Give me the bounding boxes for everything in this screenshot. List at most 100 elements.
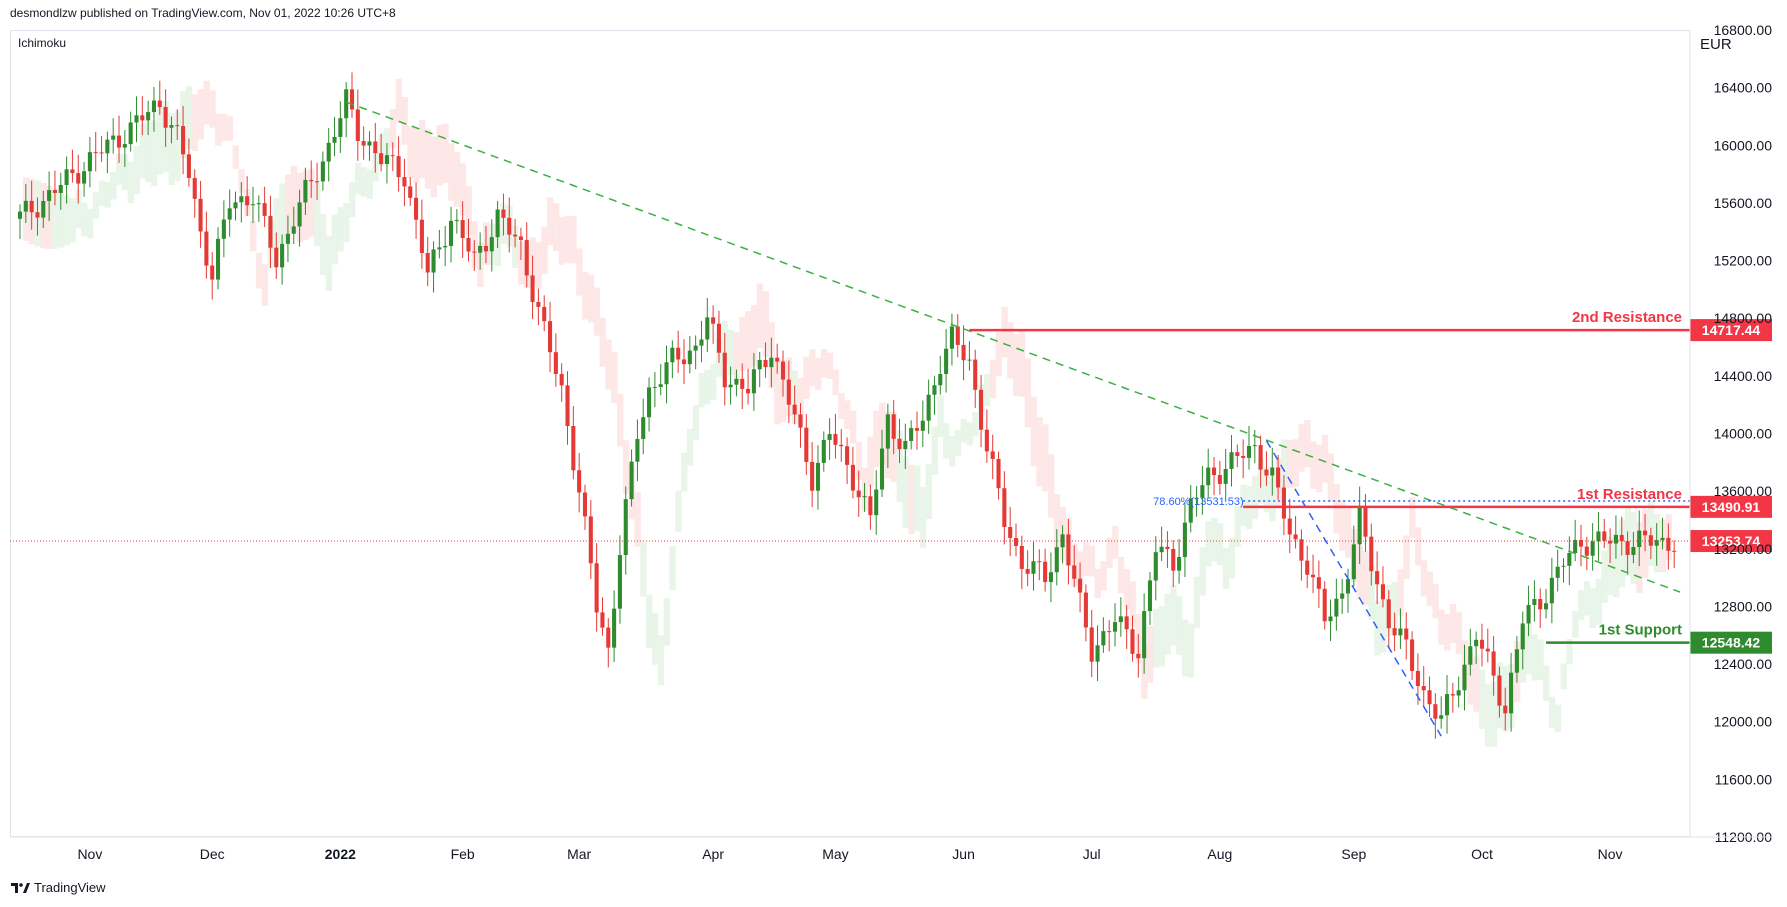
ichimoku-cloud-segment	[855, 441, 863, 480]
ichimoku-cloud-segment	[220, 113, 228, 141]
price-chart[interactable]: 78.60%(13531.53) 2nd Resistance14717.441…	[0, 0, 1787, 870]
ichimoku-cloud-segment	[774, 359, 781, 425]
candle-body	[647, 387, 652, 418]
candle-body	[1672, 550, 1677, 552]
candle-body	[588, 516, 593, 564]
candle-body	[169, 125, 174, 128]
x-tick-label: Sep	[1341, 846, 1366, 862]
candle-body	[1293, 534, 1298, 540]
candle-body	[571, 425, 576, 471]
ichimoku-cloud-segment	[453, 151, 461, 207]
candle-body	[1054, 547, 1059, 573]
ichimoku-cloud-segment	[1484, 684, 1492, 747]
ichimoku-cloud-segment	[1543, 665, 1550, 701]
candle-body	[1503, 705, 1508, 714]
indicator-label-ichimoku[interactable]: Ichimoku	[18, 36, 67, 50]
candle-body	[1561, 565, 1566, 567]
candle-body	[1211, 467, 1217, 476]
ichimoku-cloud-segment	[314, 181, 321, 247]
candle-body	[472, 251, 477, 253]
ichimoku-cloud-segment	[669, 545, 676, 591]
candle-body	[186, 154, 191, 178]
candle-body	[1118, 616, 1123, 623]
ichimoku-cloud-segment	[1176, 596, 1183, 656]
candle-body	[1159, 546, 1164, 553]
candle-body	[210, 265, 215, 280]
ichimoku-cloud-segment	[174, 110, 181, 182]
candle-body	[1555, 566, 1560, 578]
candle-body	[1229, 452, 1234, 469]
candle-body	[29, 200, 34, 213]
candle-body	[1427, 690, 1432, 705]
candle-body	[1013, 538, 1019, 546]
ichimoku-cloud-segment	[1001, 306, 1008, 358]
ichimoku-cloud-segment	[1187, 623, 1195, 678]
candle-body	[641, 417, 646, 439]
candle-body	[1613, 535, 1618, 544]
time-axis[interactable]: Nov Dec 2022 Feb Mar Apr May Jun Jul Aug Sep Oct Nov	[10, 836, 1772, 862]
candle-body	[1497, 675, 1502, 706]
ichimoku-cloud-segment	[1147, 626, 1154, 683]
ichimoku-cloud-segment	[832, 369, 839, 395]
candle-body	[1334, 598, 1339, 617]
ichimoku-cloud-segment	[104, 181, 111, 208]
ichimoku-cloud-segment	[331, 214, 338, 265]
candle-body	[192, 177, 197, 199]
candle-body	[175, 125, 180, 127]
ichimoku-cloud-segment	[681, 452, 688, 492]
candle-body	[1206, 467, 1211, 486]
y-tick-label: 15200.00	[1714, 253, 1773, 269]
ichimoku-cloud-segment	[360, 167, 368, 197]
ichimoku-cloud-segment	[81, 202, 88, 237]
candle-body	[1112, 622, 1118, 632]
ichimoku-cloud-segment	[634, 492, 641, 547]
candle-body	[1404, 628, 1409, 640]
ichimoku-cloud-segment	[1595, 579, 1602, 625]
ichimoku-cloud-segment	[541, 226, 548, 275]
candle-body	[245, 196, 250, 206]
ichimoku-cloud-segment	[593, 287, 601, 336]
candle-body	[367, 141, 372, 146]
candle-body	[775, 357, 780, 362]
ichimoku-cloud-segment	[1537, 639, 1544, 681]
ichimoku-cloud-segment	[308, 168, 315, 237]
candle-body	[606, 627, 611, 648]
ichimoku-cloud-segment	[675, 490, 682, 533]
ichimoku-cloud-segment	[745, 311, 752, 370]
ichimoku-cloud-segment	[570, 215, 577, 264]
candle-body	[384, 155, 389, 165]
candle-body	[1637, 530, 1642, 547]
ichimoku-cloud-segment	[1164, 593, 1171, 655]
candle-body	[1031, 561, 1036, 574]
ichimoku-cloud-segment	[127, 161, 135, 204]
candle-body	[1276, 467, 1281, 488]
price-axis[interactable]: 16800.00 16400.00 16000.00 15600.00 15200.00…	[1689, 22, 1773, 845]
currency-label[interactable]: EUR	[1700, 36, 1732, 53]
candle-body	[565, 385, 570, 426]
candle-body	[897, 438, 902, 450]
ichimoku-cloud-segment	[191, 94, 199, 152]
candle-body	[99, 152, 104, 154]
ichimoku-cloud-segment	[1438, 609, 1445, 645]
candlestick-series	[17, 72, 1677, 739]
candle-body	[268, 215, 273, 248]
ichimoku-cloud-segment	[1048, 454, 1055, 518]
ichimoku-cloud-segment	[1356, 545, 1364, 600]
ichimoku-cloud-segment	[739, 317, 746, 372]
y-tick-label: 15600.00	[1714, 195, 1773, 211]
candle-body	[1340, 593, 1345, 599]
ichimoku-cloud-segment	[1414, 527, 1422, 566]
ichimoku-cloud-segment	[989, 360, 997, 399]
price-level-badge	[1690, 319, 1772, 342]
candle-body	[437, 247, 442, 250]
candle-body	[827, 434, 832, 440]
candle-body	[344, 89, 349, 119]
candle-body	[151, 100, 157, 113]
footer-brand[interactable]: TradingView	[10, 880, 106, 895]
ichimoku-cloud-segment	[995, 332, 1002, 377]
candle-body	[524, 239, 529, 276]
fib-swing-line	[1265, 440, 1442, 737]
ichimoku-cloud-segment	[1251, 475, 1259, 520]
candle-body	[792, 404, 797, 415]
candle-body	[402, 177, 407, 187]
